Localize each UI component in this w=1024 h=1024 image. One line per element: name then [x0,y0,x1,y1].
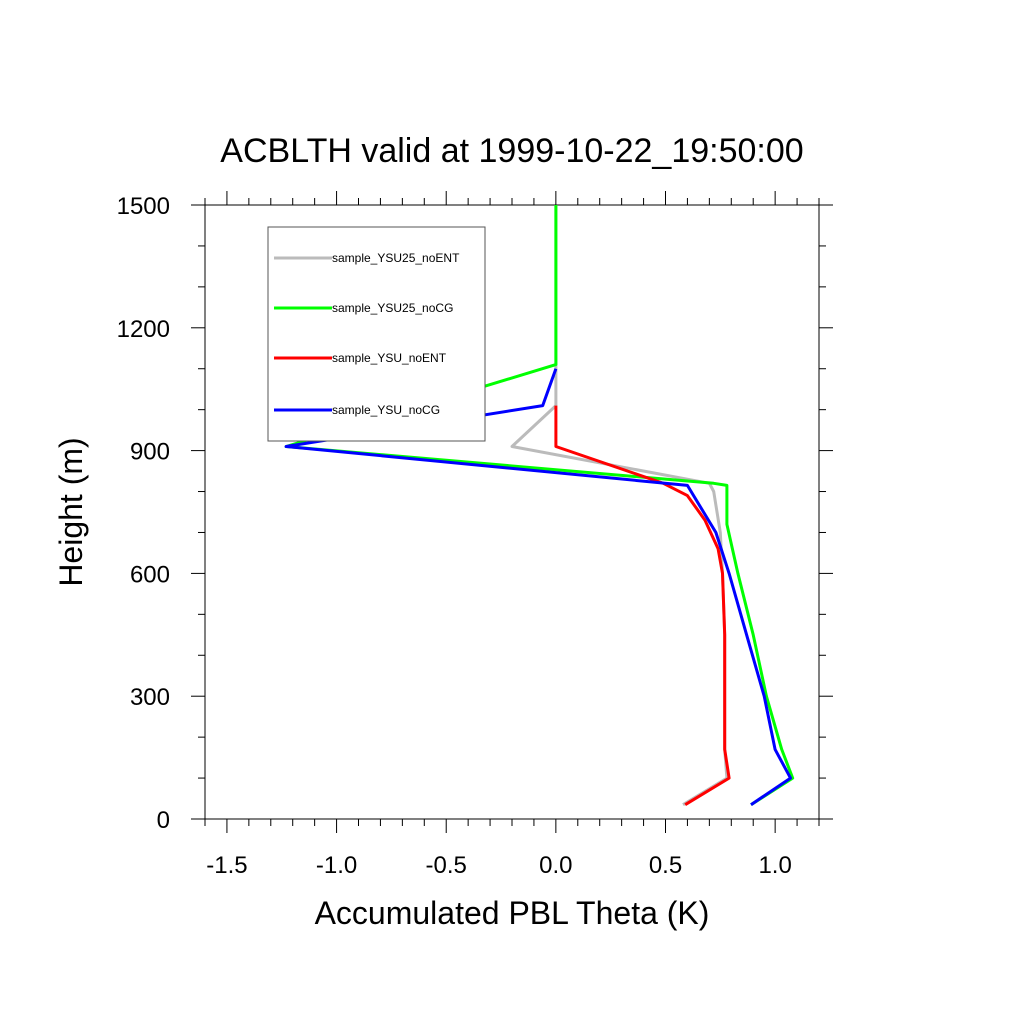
x-tick-label: 1.0 [758,852,791,879]
y-tick-label: 300 [130,684,170,711]
legend-label: sample_YSU25_noCG [332,301,453,315]
x-tick-label: -1.5 [206,852,247,879]
x-tick-label: 0.5 [649,852,682,879]
legend-label: sample_YSU25_noENT [332,251,460,265]
x-axis-label: Accumulated PBL Theta (K) [315,895,710,931]
axis-ticks [191,191,833,833]
y-tick-label: 600 [130,561,170,588]
legend: sample_YSU25_noENT sample_YSU25_noCGsampl… [267,226,486,442]
y-tick-label: 1500 [117,193,170,220]
series-line [284,205,795,806]
y-axis-label: Height (m) [53,437,89,586]
y-tick-label: 0 [157,807,170,834]
x-tick-label: 0.0 [539,852,572,879]
x-tick-labels: -1.5 -1.0 -0.5 0.0 0.5 1.0 [206,852,792,879]
x-tick-label: -0.5 [426,852,467,879]
series-line [554,405,731,806]
chart-title: ACBLTH valid at 1999-10-22_19:50:00 [220,132,803,170]
y-tick-labels: 0 300 600 900 1200 1500 [117,193,170,834]
y-tick-label: 1200 [117,316,170,343]
legend-label: sample_YSU_noCG [332,403,440,417]
y-tick-label: 900 [130,439,170,466]
legend-box [267,226,486,442]
legend-label: sample_YSU_noENT [332,351,447,365]
x-tick-label: -1.0 [316,852,357,879]
